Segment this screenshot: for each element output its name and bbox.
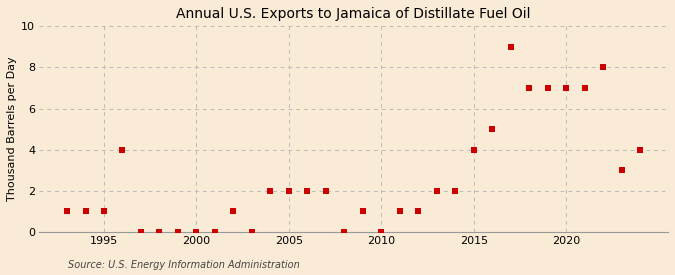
Text: Source: U.S. Energy Information Administration: Source: U.S. Energy Information Administ… xyxy=(68,260,299,270)
Point xyxy=(376,230,387,234)
Point xyxy=(99,209,109,213)
Point xyxy=(339,230,350,234)
Point xyxy=(506,45,516,49)
Point xyxy=(450,189,461,193)
Point xyxy=(117,147,128,152)
Point xyxy=(561,86,572,90)
Point xyxy=(80,209,91,213)
Point xyxy=(136,230,146,234)
Point xyxy=(635,147,646,152)
Point xyxy=(284,189,294,193)
Point xyxy=(61,209,72,213)
Point xyxy=(487,127,497,131)
Point xyxy=(321,189,331,193)
Point xyxy=(246,230,257,234)
Point xyxy=(431,189,442,193)
Point xyxy=(598,65,609,70)
Point xyxy=(616,168,627,172)
Point xyxy=(468,147,479,152)
Point xyxy=(265,189,276,193)
Point xyxy=(228,209,239,213)
Y-axis label: Thousand Barrels per Day: Thousand Barrels per Day xyxy=(7,57,17,201)
Point xyxy=(173,230,184,234)
Point xyxy=(154,230,165,234)
Point xyxy=(524,86,535,90)
Point xyxy=(394,209,405,213)
Point xyxy=(358,209,369,213)
Point xyxy=(209,230,220,234)
Point xyxy=(579,86,590,90)
Point xyxy=(302,189,313,193)
Point xyxy=(413,209,424,213)
Point xyxy=(543,86,554,90)
Point xyxy=(191,230,202,234)
Title: Annual U.S. Exports to Jamaica of Distillate Fuel Oil: Annual U.S. Exports to Jamaica of Distil… xyxy=(176,7,531,21)
